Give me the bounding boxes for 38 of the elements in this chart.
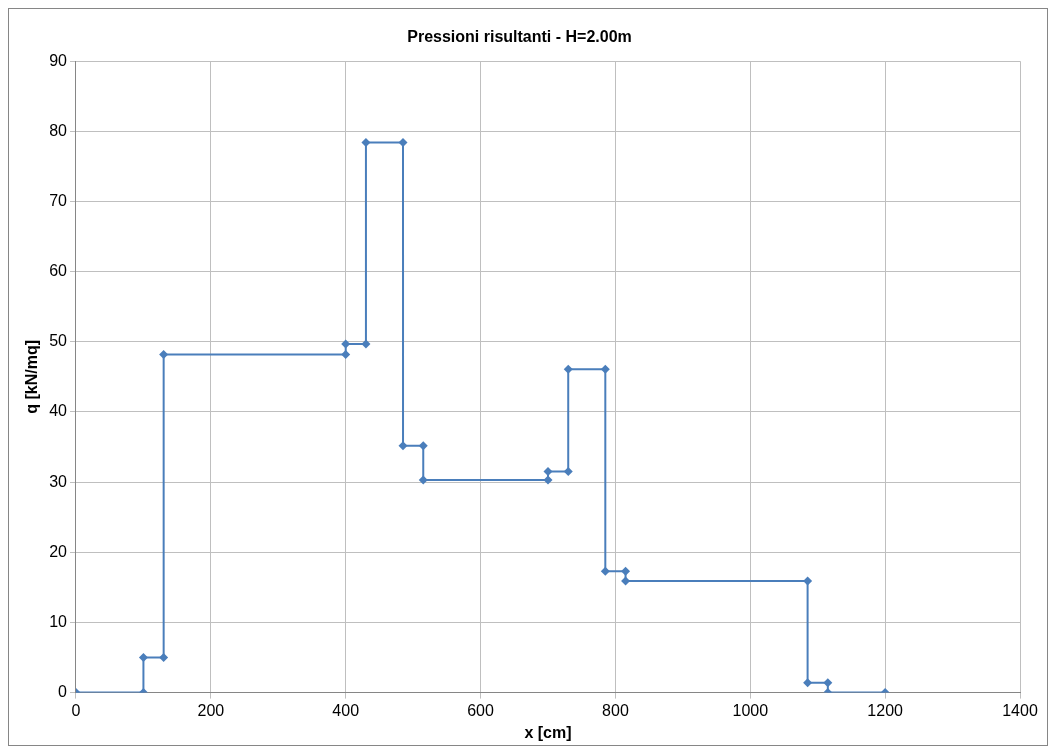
- chart-title: Pressioni risultanti - H=2.00m: [407, 28, 632, 46]
- x-tick-label: 800: [602, 701, 629, 719]
- point: [600, 364, 610, 374]
- y-tick-label: 40: [49, 402, 68, 420]
- point: [823, 678, 833, 688]
- x-tick-label: 400: [332, 701, 360, 719]
- x-tick-label: 600: [467, 701, 495, 719]
- x-tick-label: 1000: [732, 701, 769, 719]
- x-axis-title: x [cm]: [524, 723, 572, 741]
- point: [159, 349, 169, 359]
- point: [600, 566, 610, 576]
- point: [563, 467, 573, 477]
- x-tick-label: 200: [197, 701, 225, 719]
- point: [418, 475, 428, 485]
- point: [418, 441, 428, 451]
- point: [361, 339, 371, 349]
- y-tick-label: 50: [49, 332, 68, 350]
- y-tick-label: 90: [49, 51, 68, 69]
- point: [543, 475, 553, 485]
- y-tick-label: 60: [49, 262, 68, 280]
- point: [398, 441, 408, 451]
- x-tick-label: 1400: [1002, 701, 1038, 719]
- y-tick-label: 0: [58, 683, 68, 701]
- y-axis-title: q [kN/mq]: [23, 340, 41, 414]
- point: [621, 566, 631, 576]
- point: [563, 364, 573, 374]
- y-tick-label: 10: [49, 612, 68, 630]
- point: [803, 576, 813, 586]
- point: [803, 678, 813, 688]
- y-tick-label: 70: [49, 191, 68, 209]
- y-tick-label: 20: [49, 542, 68, 560]
- point: [138, 653, 148, 663]
- x-tick-label: 1200: [867, 701, 904, 719]
- point: [341, 349, 351, 359]
- y-tick-label: 30: [49, 472, 68, 490]
- point: [159, 653, 169, 663]
- x-tick-label: 0: [71, 701, 81, 719]
- y-tick-label: 80: [49, 121, 68, 139]
